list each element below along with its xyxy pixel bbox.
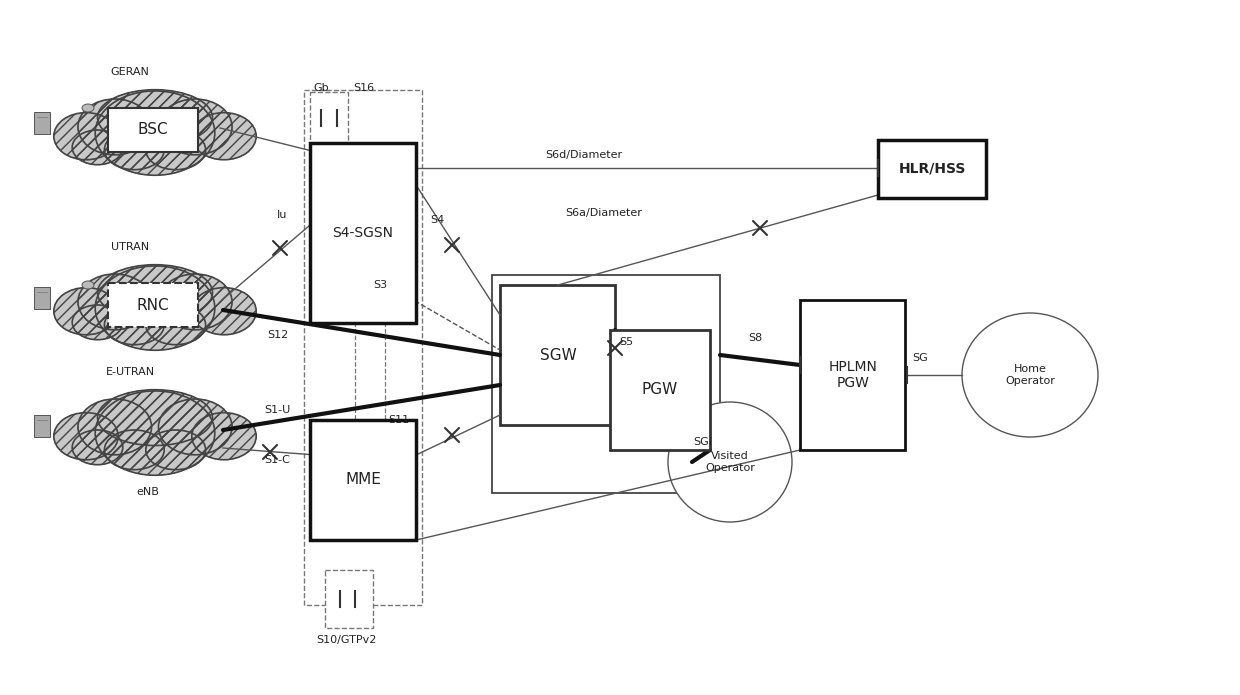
Ellipse shape bbox=[668, 402, 792, 522]
Text: S3: S3 bbox=[373, 280, 387, 290]
Ellipse shape bbox=[104, 130, 164, 170]
Ellipse shape bbox=[146, 430, 206, 470]
Bar bbox=[325, 570, 373, 628]
Text: S12: S12 bbox=[267, 330, 288, 340]
Ellipse shape bbox=[146, 130, 206, 170]
Text: S8: S8 bbox=[748, 333, 763, 343]
Text: HPLMN
PGW: HPLMN PGW bbox=[828, 360, 878, 390]
Bar bbox=[33, 415, 50, 437]
Ellipse shape bbox=[146, 305, 206, 345]
Bar bbox=[500, 285, 615, 425]
Text: E-UTRAN: E-UTRAN bbox=[105, 367, 155, 377]
Text: S6a/Diameter: S6a/Diameter bbox=[565, 208, 642, 218]
Ellipse shape bbox=[104, 305, 164, 345]
Text: S4-SGSN: S4-SGSN bbox=[332, 226, 393, 240]
Ellipse shape bbox=[78, 274, 151, 330]
Ellipse shape bbox=[95, 266, 215, 350]
Text: MME: MME bbox=[345, 473, 381, 487]
Text: S1-U: S1-U bbox=[264, 405, 290, 415]
Bar bbox=[310, 143, 415, 323]
Ellipse shape bbox=[98, 90, 212, 145]
Ellipse shape bbox=[95, 391, 215, 475]
Bar bbox=[610, 330, 711, 450]
Ellipse shape bbox=[78, 99, 151, 155]
Ellipse shape bbox=[962, 313, 1097, 437]
Text: SG: SG bbox=[911, 353, 928, 363]
Text: SGW: SGW bbox=[539, 348, 577, 363]
Ellipse shape bbox=[159, 274, 232, 330]
Ellipse shape bbox=[72, 130, 123, 165]
Text: Gb: Gb bbox=[312, 83, 329, 93]
Bar bbox=[310, 92, 348, 144]
Ellipse shape bbox=[82, 104, 94, 112]
Text: UTRAN: UTRAN bbox=[110, 242, 149, 252]
Ellipse shape bbox=[192, 113, 257, 160]
Ellipse shape bbox=[95, 91, 215, 175]
Text: BSC: BSC bbox=[138, 122, 169, 138]
Text: S6d/Diameter: S6d/Diameter bbox=[546, 150, 622, 160]
Text: eNB: eNB bbox=[136, 487, 160, 497]
Text: HLR/HSS: HLR/HSS bbox=[898, 162, 966, 176]
Text: S11: S11 bbox=[388, 415, 409, 425]
Bar bbox=[33, 287, 50, 309]
Text: Iu: Iu bbox=[277, 210, 288, 220]
Ellipse shape bbox=[72, 430, 123, 465]
Text: S16: S16 bbox=[353, 83, 374, 93]
Ellipse shape bbox=[192, 288, 257, 335]
Bar bbox=[310, 420, 415, 540]
Ellipse shape bbox=[159, 99, 232, 155]
Text: S10/GTPv2: S10/GTPv2 bbox=[316, 635, 377, 645]
Text: S4: S4 bbox=[430, 215, 444, 225]
Bar bbox=[304, 90, 422, 605]
Bar bbox=[492, 275, 720, 493]
Ellipse shape bbox=[98, 265, 212, 320]
Text: SGI: SGI bbox=[693, 437, 712, 447]
Ellipse shape bbox=[104, 430, 164, 470]
Text: GERAN: GERAN bbox=[110, 67, 150, 77]
Ellipse shape bbox=[53, 113, 118, 160]
Bar bbox=[108, 283, 198, 327]
Text: PGW: PGW bbox=[642, 382, 678, 398]
Bar bbox=[878, 140, 986, 198]
Ellipse shape bbox=[78, 399, 151, 455]
Text: S1-C: S1-C bbox=[264, 455, 290, 465]
Text: Home
Operator: Home Operator bbox=[1006, 364, 1055, 386]
Text: RNC: RNC bbox=[136, 297, 170, 313]
Bar bbox=[33, 112, 50, 134]
Ellipse shape bbox=[82, 281, 94, 289]
Ellipse shape bbox=[159, 399, 232, 455]
Ellipse shape bbox=[53, 413, 118, 460]
Ellipse shape bbox=[72, 305, 123, 340]
Bar bbox=[800, 300, 905, 450]
Bar bbox=[108, 108, 198, 152]
Ellipse shape bbox=[53, 288, 118, 335]
Text: S5: S5 bbox=[619, 337, 634, 347]
Ellipse shape bbox=[192, 413, 257, 460]
Text: Visited
Operator: Visited Operator bbox=[706, 451, 755, 473]
Ellipse shape bbox=[98, 390, 212, 445]
